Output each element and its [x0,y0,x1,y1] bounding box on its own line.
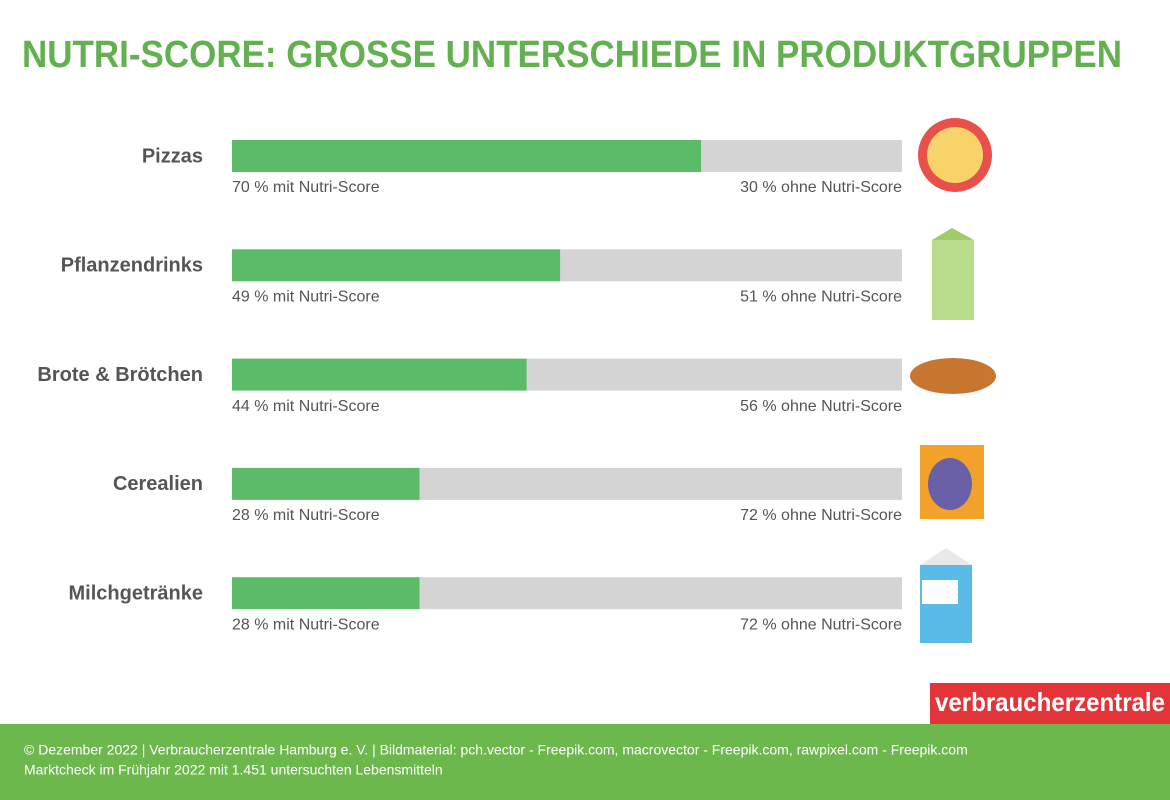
bar-segment [526,358,902,391]
bread-icon [910,358,996,394]
cereal-icon-label [928,458,972,510]
milk-icon-label [922,580,958,604]
logo: verbraucherzentrale [935,687,1165,717]
value-label: 56 % ohne Nutri-Score [740,398,902,415]
bar-segment [419,467,902,500]
footer-band [0,724,1170,800]
value-label: 51 % ohne Nutri-Score [740,289,902,306]
value-label: 49 % mit Nutri-Score [232,289,380,306]
value-label: 70 % mit Nutri-Score [232,179,380,196]
logo-box [930,683,1170,724]
category-label: Brote & Brötchen [37,364,203,386]
value-label: 72 % ohne Nutri-Score [740,507,902,524]
bar-segment [232,467,420,500]
value-label: 28 % mit Nutri-Score [232,616,380,633]
footer-line: Marktcheck im Frühjahr 2022 mit 1.451 un… [24,762,443,778]
bar-segment [232,358,527,391]
bar-segment [232,249,561,282]
category-label: Cerealien [113,473,203,495]
drink-icon-top [932,228,974,240]
bar-segment [701,140,902,172]
drink-icon [932,240,974,320]
category-label: Pizzas [142,145,203,167]
milk-icon-top [920,548,972,565]
value-label: 44 % mit Nutri-Score [232,398,380,415]
category-label: Pflanzendrinks [61,255,203,277]
value-label: 28 % mit Nutri-Score [232,507,380,524]
bar-segment [560,249,902,282]
value-label: 72 % ohne Nutri-Score [740,616,902,633]
icons [910,118,996,643]
pizza-icon-cheese [927,127,983,183]
category-label: Milchgetränke [69,582,203,604]
footer-line: © Dezember 2022 | Verbraucherzentrale Ha… [24,742,968,758]
chart-title: NUTRI-SCORE: GROSSE UNTERSCHIEDE IN PROD… [22,34,1122,76]
value-label: 30 % ohne Nutri-Score [740,179,902,196]
bar-segment [419,577,902,610]
bar-segment [232,140,701,172]
bar-segment [232,577,420,610]
